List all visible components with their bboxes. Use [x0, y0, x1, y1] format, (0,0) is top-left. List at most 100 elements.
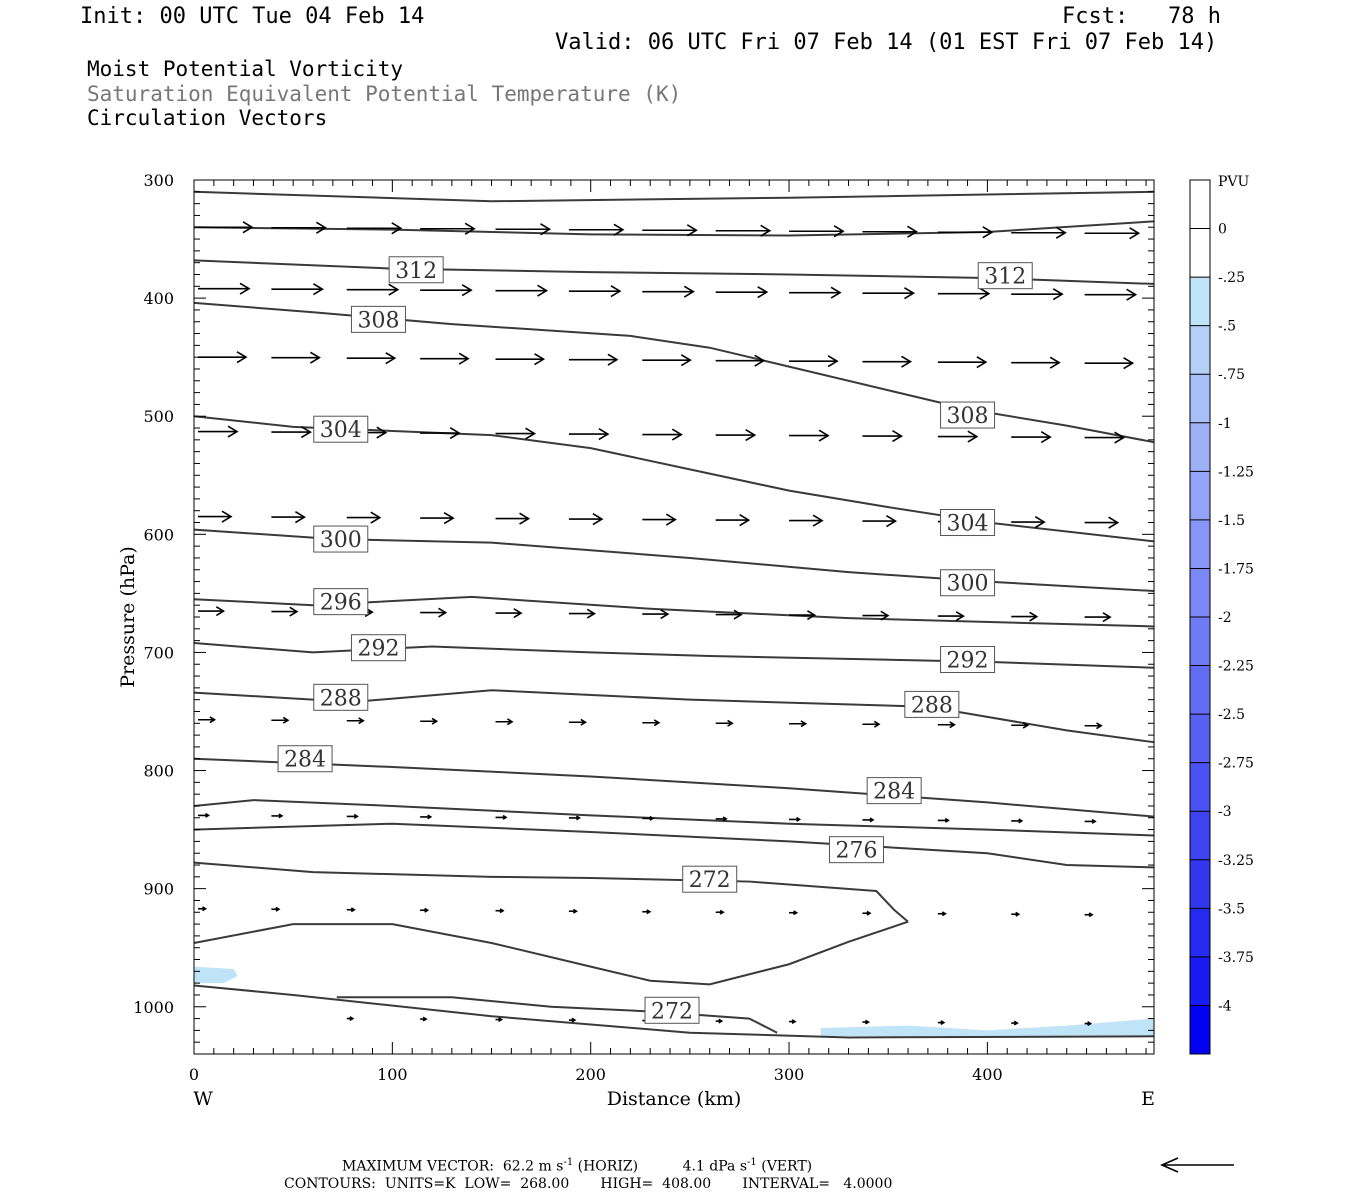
y-tick-label: 700 — [143, 643, 174, 662]
vector-arrow — [862, 515, 898, 528]
max-vector-vert-exponent: -1 — [747, 1157, 757, 1168]
contours-low-label: LOW= — [464, 1176, 512, 1192]
vector-head — [586, 608, 596, 619]
vector-arrow — [271, 511, 306, 524]
vector-head — [833, 225, 845, 238]
contour-label: 292 — [947, 649, 989, 674]
vector-arrow — [568, 815, 581, 821]
vector-head — [976, 356, 988, 369]
colorbar-segment — [1190, 908, 1210, 957]
contour-label-box — [313, 525, 369, 553]
contours-high-label: HIGH= — [600, 1176, 654, 1192]
contour-label-box — [313, 683, 369, 711]
contour-label-box — [350, 634, 406, 662]
contour-label-box — [940, 401, 996, 429]
contour-label: 312 — [984, 265, 1026, 290]
vector-arrow — [642, 224, 698, 237]
vector-arrow — [715, 428, 757, 442]
vector-head — [534, 353, 546, 366]
vector-head — [818, 429, 830, 442]
colorbar-label: -1 — [1218, 416, 1232, 432]
vector-arrow — [1011, 1020, 1019, 1026]
vector-arrow — [642, 609, 670, 620]
vector-head — [443, 512, 455, 525]
vector-arrow — [642, 428, 683, 441]
vector-head — [1022, 721, 1030, 729]
contour-label: 276 — [835, 839, 877, 864]
vector-arrow — [568, 1017, 577, 1023]
colorbar-label: -2.75 — [1218, 756, 1254, 772]
max-vector-horiz-tag: (HORIZ) — [577, 1158, 639, 1175]
field-title-theta: Saturation Equivalent Potential Temperat… — [87, 82, 682, 106]
contours-info-line: CONTOURS: UNITS=K LOW= 268.00 HIGH= 408.… — [284, 1176, 892, 1192]
vector-head — [438, 607, 448, 618]
vector-head — [422, 1016, 428, 1022]
vector-head — [727, 719, 734, 727]
vector-arrow — [1011, 516, 1046, 529]
vector-head — [513, 608, 523, 619]
valid-time: Valid: 06 UTC Fri 07 Feb 14 (01 EST Fri … — [555, 30, 1218, 55]
colorbar-segment — [1190, 568, 1210, 617]
contour-label-box — [350, 305, 406, 333]
vector-head — [967, 430, 979, 443]
vector-head — [1096, 722, 1103, 730]
vector-head — [866, 910, 872, 916]
contours-units: UNITS=K — [384, 1176, 456, 1192]
contour-label: 272 — [689, 868, 731, 893]
vector-head — [1013, 1020, 1019, 1026]
y-tick-label: 900 — [143, 880, 174, 899]
colorbar-label: 0 — [1218, 222, 1227, 238]
vector-arrow — [789, 514, 824, 527]
vector-arrow — [271, 283, 324, 296]
vector-head — [791, 1019, 797, 1025]
vector-arrow — [420, 1016, 428, 1022]
x-tick-label: 400 — [972, 1065, 1003, 1084]
vector-head — [944, 817, 950, 823]
colorbar-segment — [1190, 956, 1210, 1006]
contour-label-box — [828, 836, 884, 864]
circulation-vectors-layer — [198, 221, 1141, 1027]
vector-arrow — [862, 1019, 871, 1025]
vector-arrow — [420, 284, 473, 297]
vector-arrow — [495, 512, 531, 525]
vector-arrow — [862, 355, 913, 368]
vector-head — [607, 353, 619, 366]
contour-label: 284 — [284, 748, 326, 773]
vector-arrow — [1084, 818, 1097, 824]
vector-arrow — [271, 351, 321, 364]
vector-head — [431, 717, 439, 725]
vector-head — [353, 813, 359, 819]
contour-label-box — [977, 262, 1033, 290]
vector-arrow — [642, 354, 692, 367]
vector-head — [236, 351, 248, 364]
vector-arrow — [346, 352, 397, 365]
x-tick-label: 100 — [377, 1065, 408, 1084]
vector-head — [349, 1016, 355, 1022]
vector-head — [1049, 356, 1061, 369]
max-vector-horiz-value: 62.2 — [502, 1158, 535, 1175]
x-label-east: E — [1141, 1088, 1155, 1110]
x-tick-label: 300 — [774, 1065, 805, 1084]
vector-head — [502, 814, 508, 820]
vector-arrow — [1011, 611, 1039, 622]
vector-arrow — [346, 717, 365, 725]
colorbar-label: -2.25 — [1218, 659, 1254, 675]
contour-label-box — [388, 256, 444, 284]
vector-arrow — [642, 719, 661, 727]
vector-head — [370, 511, 382, 524]
contours-high-value: 408.00 — [662, 1176, 712, 1192]
vector-arrow — [937, 911, 947, 917]
vector-arrow — [715, 286, 769, 299]
vector-head — [424, 907, 430, 913]
vector-head — [671, 428, 683, 441]
colorbar-segment — [1190, 277, 1210, 326]
vector-arrow — [420, 717, 439, 725]
vector-arrow — [715, 514, 751, 527]
vector-arrow — [789, 610, 817, 621]
vector-head — [309, 351, 321, 364]
max-vector-vert-tag: (VERT) — [761, 1158, 813, 1175]
y-tick-label: 1000 — [133, 998, 174, 1017]
vector-head — [722, 816, 728, 822]
colorbar-label: -3.75 — [1218, 950, 1254, 966]
